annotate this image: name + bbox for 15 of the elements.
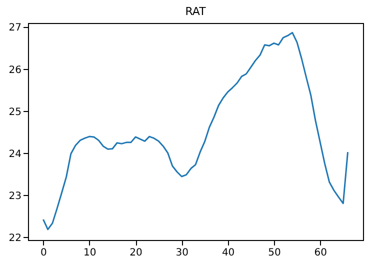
y-tick-label: 27: [8, 22, 22, 34]
x-tick-label: 60: [314, 248, 327, 258]
x-tick-label: 10: [84, 248, 96, 258]
x-tick-label: 20: [130, 248, 142, 258]
y-tick-label: 22: [8, 232, 22, 244]
x-tick-label: 50: [268, 248, 281, 258]
y-tick-label: 26: [8, 64, 22, 76]
x-tick-label: 30: [176, 248, 189, 258]
y-tick-label: 23: [8, 190, 22, 202]
x-tick-label: 0: [40, 248, 47, 258]
y-tick-label: 25: [8, 106, 22, 118]
line-series: [42, 32, 349, 230]
chart-title: RAT: [185, 5, 206, 18]
y-tick-label: 24: [8, 148, 22, 160]
x-tick-label: 40: [222, 248, 235, 258]
